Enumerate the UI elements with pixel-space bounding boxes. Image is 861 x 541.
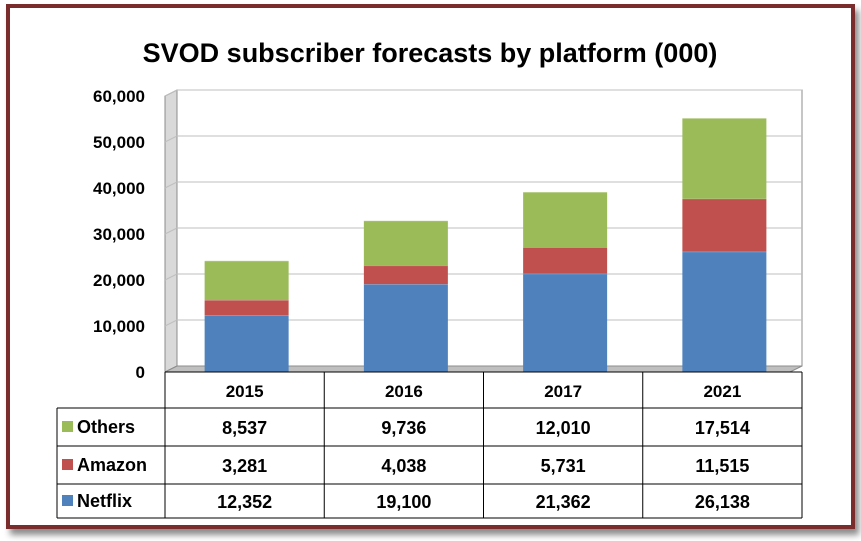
bar-others-2017: [523, 192, 608, 248]
bar-others-2016: [363, 220, 448, 266]
data-label-amazon-2017: 5,731: [541, 456, 586, 476]
legend-key-amazon: [62, 459, 73, 470]
legend-key-netflix: [62, 495, 73, 506]
data-label-others-2021: 17,514: [695, 418, 750, 438]
bar-amazon-2015: [204, 300, 289, 316]
data-label-amazon-2016: 4,038: [381, 456, 426, 476]
gridline-diagonal: [164, 181, 178, 189]
y-tick-label: 40,000: [93, 179, 145, 198]
y-tick-label: 60,000: [93, 87, 145, 106]
bar-netflix-2017: [523, 273, 608, 372]
y-tick-label: 50,000: [93, 133, 145, 152]
gridline-diagonal: [164, 319, 178, 327]
legend-key-others: [62, 421, 73, 432]
data-label-netflix-2021: 26,138: [695, 492, 750, 512]
chart-title: SVOD subscriber forecasts by platform (0…: [143, 38, 718, 68]
x-category-label: 2016: [385, 382, 423, 401]
x-category-label: 2015: [226, 382, 264, 401]
gridline-diagonal: [164, 227, 178, 235]
bar-others-2021: [682, 118, 767, 199]
x-category-label: 2021: [703, 382, 741, 401]
gridline-diagonal: [164, 273, 178, 281]
y-tick-label: 0: [136, 363, 145, 382]
y-tick-label: 10,000: [93, 317, 145, 336]
bar-amazon-2016: [363, 265, 448, 285]
gridline-diagonal: [164, 135, 178, 143]
data-label-amazon-2021: 11,515: [695, 456, 749, 476]
legend-label-netflix: Netflix: [77, 491, 132, 511]
x-category-label: 2017: [544, 382, 582, 401]
data-label-netflix-2016: 19,100: [376, 492, 431, 512]
legend-label-others: Others: [77, 417, 135, 437]
bar-netflix-2021: [682, 251, 767, 372]
data-label-netflix-2015: 12,352: [217, 492, 272, 512]
bar-amazon-2021: [682, 198, 767, 252]
bar-others-2015: [204, 260, 289, 301]
bar-amazon-2017: [523, 247, 608, 274]
bar-netflix-2015: [204, 315, 289, 372]
bar-netflix-2016: [363, 284, 448, 372]
data-label-amazon-2015: 3,281: [222, 456, 267, 476]
data-label-others-2015: 8,537: [222, 418, 267, 438]
data-label-others-2016: 9,736: [381, 418, 426, 438]
y-tick-label: 30,000: [93, 225, 145, 244]
legend-label-amazon: Amazon: [77, 455, 147, 475]
data-label-netflix-2017: 21,362: [536, 492, 591, 512]
data-label-others-2017: 12,010: [536, 418, 591, 438]
y-tick-label: 20,000: [93, 271, 145, 290]
gridline-diagonal: [164, 89, 178, 97]
